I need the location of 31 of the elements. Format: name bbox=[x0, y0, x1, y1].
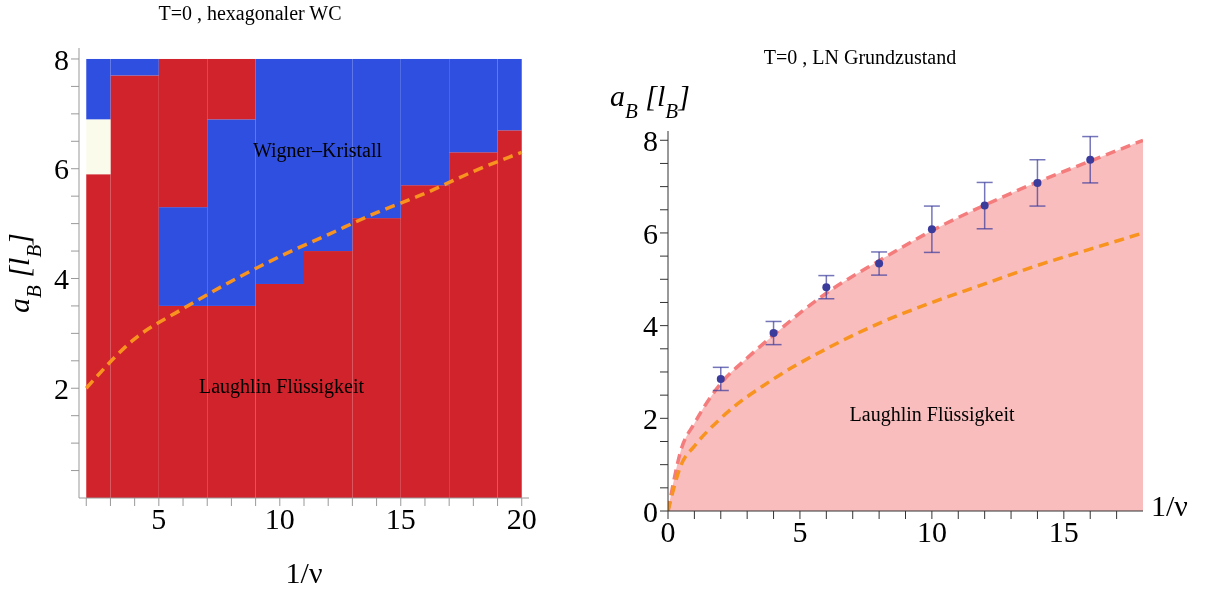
chart-title: T=0 , hexagonaler WC bbox=[157, 2, 343, 25]
x-tick-label: 10 bbox=[264, 502, 295, 536]
chart-title: T=0 , LN Grundzustand bbox=[762, 46, 958, 69]
x-tick-label: 20 bbox=[506, 502, 537, 536]
y-axis-title: a$_{B}$ [l$_{B}$] bbox=[610, 79, 690, 123]
point bbox=[927, 225, 936, 234]
y-tick-label: 6 bbox=[54, 152, 69, 186]
point bbox=[1033, 178, 1042, 187]
y-tick-label: 2 bbox=[643, 401, 658, 435]
x-tick-label: 15 bbox=[385, 502, 416, 536]
x-tick-label: 15 bbox=[1048, 515, 1079, 549]
x-tick-label: 10 bbox=[916, 515, 947, 549]
y-tick-label: 2 bbox=[54, 371, 69, 405]
annotation: Wigner–Kristall bbox=[252, 138, 383, 162]
y-tick-label: 8 bbox=[54, 42, 69, 76]
y-tick-label: 8 bbox=[643, 123, 658, 157]
y-tick-label: 4 bbox=[643, 309, 658, 343]
point bbox=[716, 374, 725, 383]
annotation: Laughlin Flüssigkeit bbox=[199, 374, 365, 398]
x-axis-title: 1/ν bbox=[285, 556, 323, 589]
x-axis-title: 1/ν bbox=[1151, 489, 1188, 522]
x-tick-label: 5 bbox=[151, 502, 167, 536]
y-tick-label: 4 bbox=[54, 262, 69, 296]
point bbox=[822, 283, 831, 292]
point bbox=[1086, 155, 1095, 164]
point bbox=[875, 259, 884, 268]
point bbox=[769, 329, 778, 338]
y-tick-label: 6 bbox=[643, 216, 658, 250]
point bbox=[980, 201, 989, 210]
x-tick-label: 5 bbox=[792, 515, 808, 549]
annotation: Laughlin Flüssigkeit bbox=[849, 402, 1016, 426]
